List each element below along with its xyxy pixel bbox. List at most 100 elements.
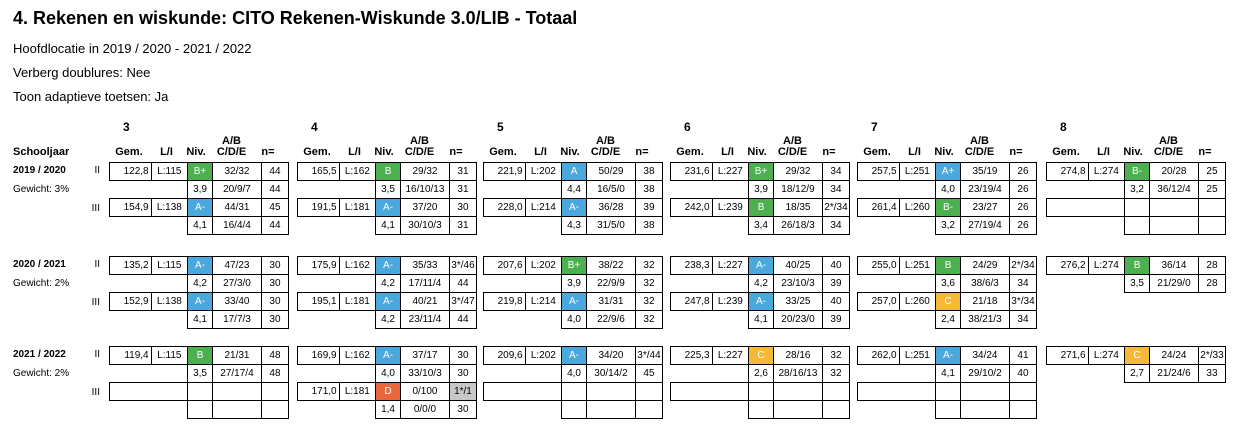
count: 1*/1 [449, 383, 476, 401]
empty-cell [484, 383, 562, 401]
ab-percentage: 36/28 [587, 199, 636, 217]
spacer [298, 311, 340, 329]
spacer [1125, 310, 1150, 327]
spacer [339, 275, 375, 293]
count: 30 [449, 365, 476, 383]
cde-percentage: 16/10/13 [401, 181, 450, 199]
level-badge: A- [749, 293, 774, 311]
level-score: 4,0 [562, 311, 587, 329]
column-header: L/I [1086, 147, 1121, 158]
count: 40 [1009, 365, 1036, 383]
cde-percentage: 31/5/0 [587, 217, 636, 235]
count: 26 [1009, 181, 1036, 199]
ab-percentage: 34/24 [961, 347, 1010, 365]
avg-score: 262,0 [858, 347, 900, 365]
cde-percentage: 29/10/2 [961, 365, 1010, 383]
column-header: Niv. [184, 147, 208, 158]
spacer [1088, 383, 1124, 401]
count: 33 [1198, 365, 1225, 383]
level-score: 3,9 [749, 181, 774, 199]
empty-cell [188, 401, 213, 419]
ab-percentage: 32/32 [213, 163, 262, 181]
spacer [1047, 217, 1089, 235]
cde-percentage: 17/11/4 [401, 275, 450, 293]
avg-score: 231,6 [671, 163, 713, 181]
count: 32 [822, 365, 849, 383]
empty-cell [936, 401, 961, 419]
empty-cell [635, 383, 662, 401]
norm-value: L:274 [1088, 257, 1124, 275]
result-block: 238,3 L:227 A- 40/25 40 4,2 23/10/3 39 247,8 L:23… [670, 256, 850, 329]
spacer [484, 181, 526, 199]
norm-value: L:274 [1088, 347, 1124, 365]
count: 44 [261, 181, 288, 199]
column-header: n= [629, 147, 655, 158]
avg-score: 175,9 [298, 257, 340, 275]
count: 38 [635, 181, 662, 199]
ab-percentage: 20/28 [1150, 163, 1199, 181]
spacer [1125, 400, 1150, 417]
spacer [1088, 365, 1124, 383]
count: 32 [635, 293, 662, 311]
level-score: 4,0 [562, 365, 587, 383]
count: 32 [635, 257, 662, 275]
count: 31 [449, 181, 476, 199]
level-badge: A- [188, 199, 213, 217]
spacer [712, 311, 748, 329]
result-block: 165,5 L:162 B 29/32 31 3,5 16/10/13 31 191,5 L:18… [297, 162, 477, 235]
ab-percentage: 29/32 [774, 163, 823, 181]
result-block: 119,4 L:115 B 21/31 48 3,5 27/17/4 48 [109, 346, 289, 419]
empty-cell [1150, 199, 1199, 217]
cde-percentage: 27/17/4 [213, 365, 262, 383]
spacer [151, 311, 187, 329]
spacer [525, 401, 561, 419]
ab-percentage: 31/31 [587, 293, 636, 311]
spacer [671, 311, 713, 329]
ab-percentage: 29/32 [401, 163, 450, 181]
norm-value: L:162 [339, 347, 375, 365]
empty-cell [774, 401, 823, 419]
level-score: 4,1 [188, 311, 213, 329]
row-label-II: II [80, 165, 100, 176]
empty-cell [261, 401, 288, 419]
spacer [858, 217, 900, 235]
count: 30 [449, 347, 476, 365]
cde-percentage: 23/19/4 [961, 181, 1010, 199]
spacer [298, 401, 340, 419]
count: 38 [635, 163, 662, 181]
cde-percentage: 26/18/3 [774, 217, 823, 235]
spacer [151, 365, 187, 383]
avg-score: 207,6 [484, 257, 526, 275]
spacer [151, 181, 187, 199]
count: 30 [449, 199, 476, 217]
cde-percentage: 33/10/3 [401, 365, 450, 383]
level-score: 2,4 [936, 311, 961, 329]
avg-score: 247,8 [671, 293, 713, 311]
spacer [151, 217, 187, 235]
ab-percentage: 38/22 [587, 257, 636, 275]
count: 2*/34 [822, 199, 849, 217]
cde-percentage: 0/0/0 [401, 401, 450, 419]
empty-cell [213, 383, 262, 401]
weight-label: Gewicht: 3% [13, 184, 69, 195]
ab-percentage: 47/23 [213, 257, 262, 275]
cde-percentage: 22/9/6 [587, 311, 636, 329]
spacer [484, 311, 526, 329]
level-badge: A [562, 163, 587, 181]
norm-value: L:274 [1088, 163, 1124, 181]
cde-percentage: 21/24/6 [1150, 365, 1199, 383]
spacer [671, 181, 713, 199]
level-badge: C [1125, 347, 1150, 365]
spacer [1047, 181, 1089, 199]
spacer [671, 217, 713, 235]
cde-percentage: 23/10/3 [774, 275, 823, 293]
level-score: 4,4 [562, 181, 587, 199]
count: 40 [822, 293, 849, 311]
result-block: 175,9 L:162 A- 35/33 3*/46 4,2 17/11/4 44 195,1 L… [297, 256, 477, 329]
count: 3*/44 [635, 347, 662, 365]
column-header: A/B C/D/E [396, 136, 443, 158]
grade-label-8: 8 [1060, 120, 1067, 134]
result-block: 225,3 L:227 C 28/16 32 2,6 28/16/13 32 [670, 346, 850, 419]
level-badge: A- [188, 293, 213, 311]
count: 45 [635, 365, 662, 383]
